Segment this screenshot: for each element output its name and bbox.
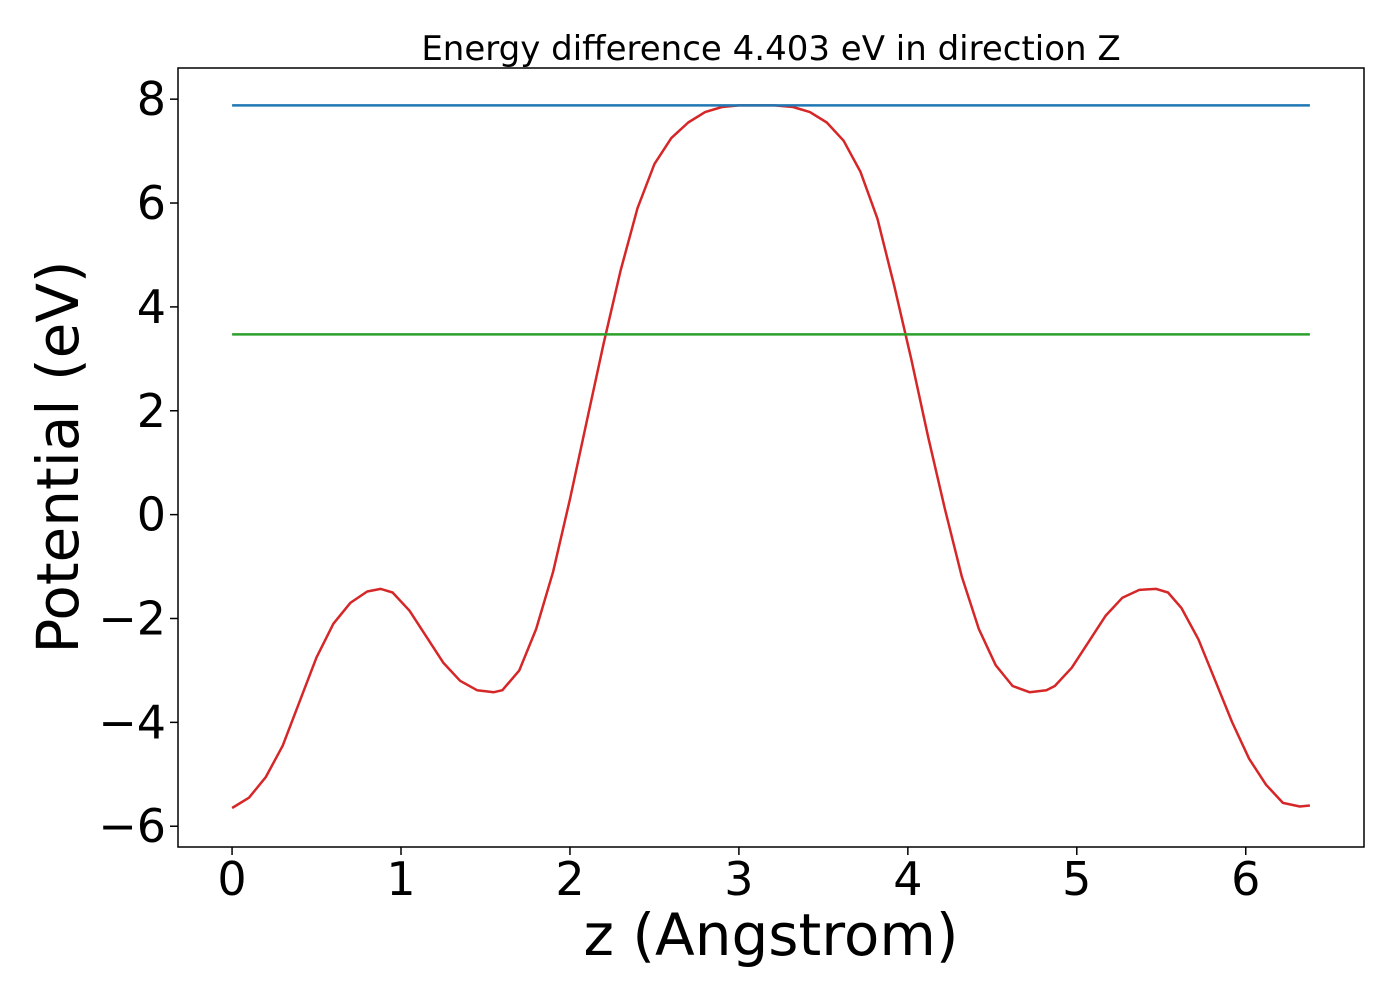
chart-title: Energy difference 4.403 eV in direction … xyxy=(421,29,1120,69)
plot-area xyxy=(231,104,1311,810)
x-tick-label: 3 xyxy=(724,852,753,906)
y-tick-label: 2 xyxy=(137,384,166,438)
series-line-0 xyxy=(231,104,1311,810)
y-tick-label: 0 xyxy=(137,488,166,542)
x-tick-label: 2 xyxy=(555,852,584,906)
y-tick-label: −6 xyxy=(98,799,166,853)
x-tick-label: 4 xyxy=(893,852,922,906)
x-tick-label: 1 xyxy=(386,852,415,906)
x-tick-label: 5 xyxy=(1062,852,1091,906)
x-tick-label: 0 xyxy=(217,852,246,906)
y-tick-label: 4 xyxy=(137,280,166,334)
y-axis: −6 −4 −2 0 2 4 6 8 xyxy=(98,72,178,853)
x-tick-label: 6 xyxy=(1231,852,1260,906)
y-tick-label: 8 xyxy=(137,72,166,126)
y-axis-title: Potential (eV) xyxy=(24,260,92,653)
x-axis: 0 1 2 3 4 5 6 xyxy=(217,847,1260,906)
y-tick-label: −4 xyxy=(98,695,166,749)
x-axis-title: z (Angstrom) xyxy=(584,901,959,969)
plot-frame xyxy=(177,67,1365,848)
y-tick-label: 6 xyxy=(137,176,166,230)
y-tick-label: −2 xyxy=(98,591,166,645)
